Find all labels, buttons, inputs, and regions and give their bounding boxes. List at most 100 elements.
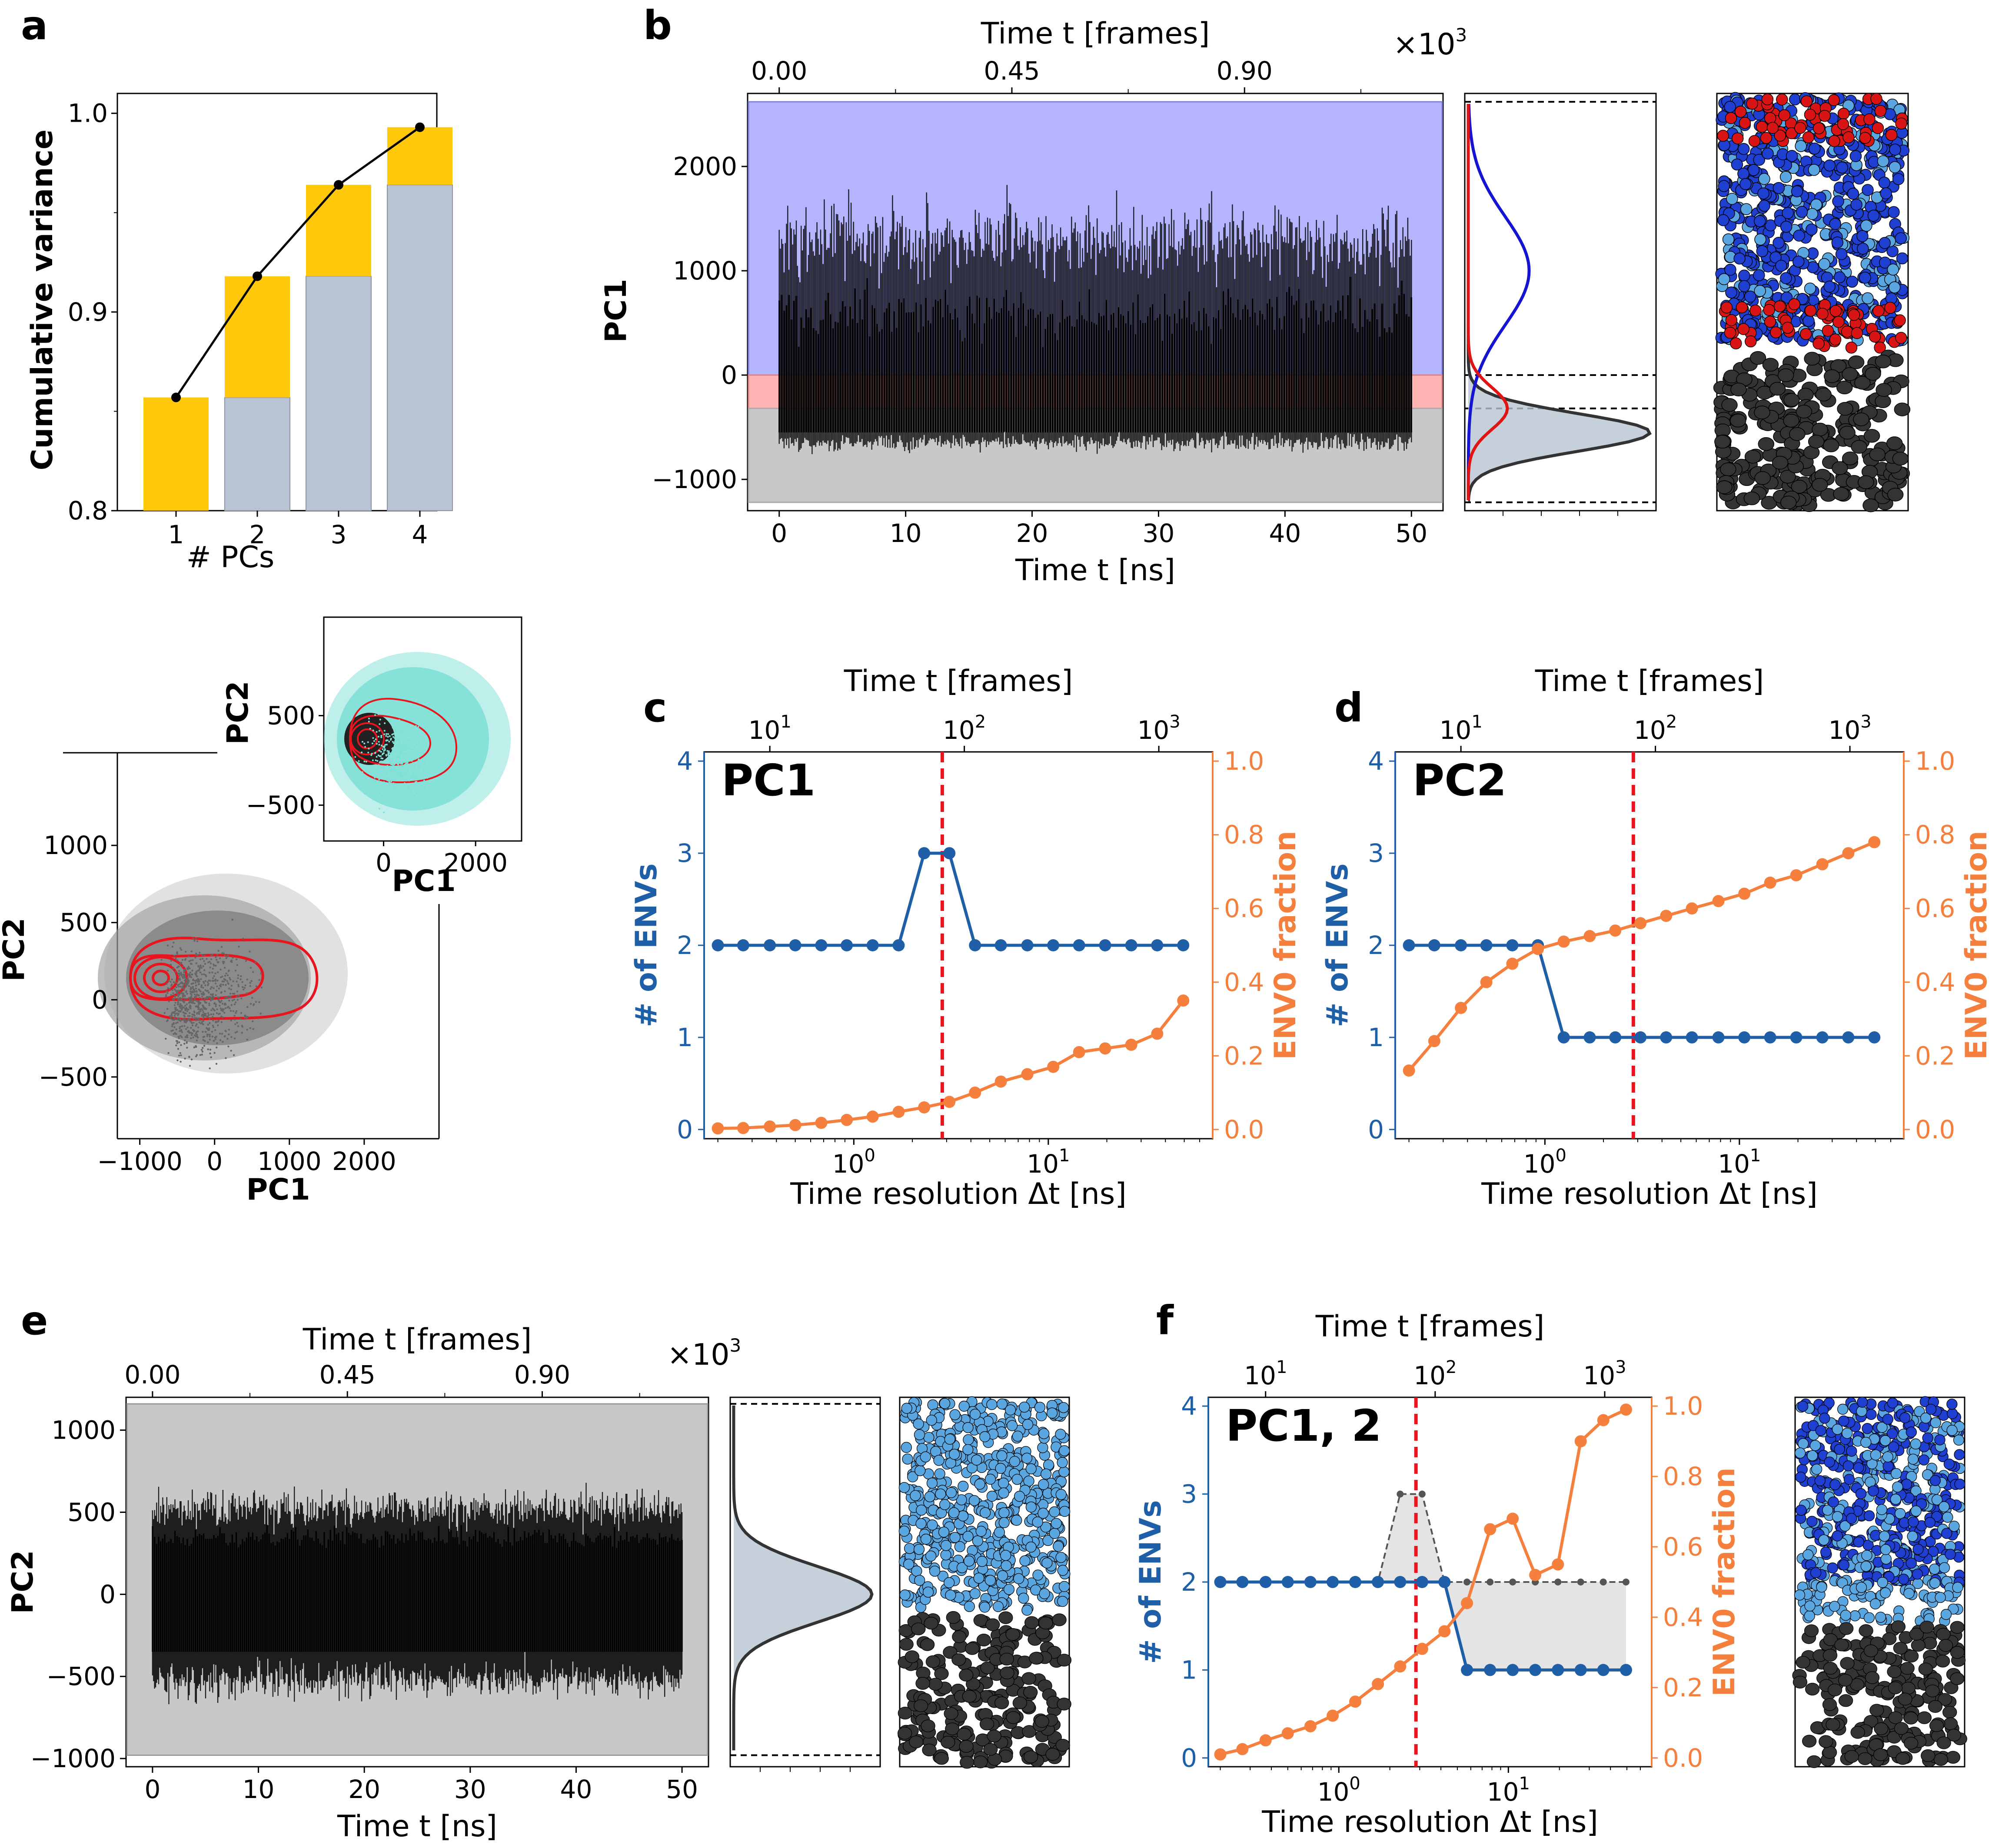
bar-previous [387,184,453,511]
atom [1837,118,1849,130]
scatter-point [407,786,409,788]
top-tick-label: 101 [748,712,791,745]
scatter-point [198,1013,200,1015]
atom [1724,101,1736,113]
scatter-point [412,762,414,764]
atom [1843,1474,1855,1485]
atom [996,1398,1008,1410]
scatter-point [423,760,426,762]
atom [954,1541,966,1552]
env0-fraction-point [1461,1597,1473,1609]
x-tick-label: 1 [168,520,184,549]
scatter-point [177,965,180,967]
scatter-point [183,1001,185,1004]
scatter-point [235,1001,237,1004]
x-tick-label: 30 [454,1775,486,1804]
scatter-point [374,779,376,781]
scatter-point [181,1025,183,1027]
scatter-point [195,1019,197,1021]
atom [1797,1438,1809,1449]
atom [1832,195,1844,207]
atom [1882,1451,1893,1462]
scatter-point [204,1001,207,1004]
scatter-point [213,1052,216,1054]
scatter-point [206,990,208,992]
atom [1874,341,1886,354]
atom [962,1531,974,1542]
atom [1892,173,1905,185]
atom [1052,1613,1067,1626]
scatter-point [173,1026,176,1028]
right-tick-label: 0.0 [1663,1743,1703,1773]
scatter-point [393,783,395,785]
atom [984,1473,996,1485]
atom [1828,135,1840,147]
scatter-point [213,1002,216,1004]
scatter-point [397,739,399,741]
atom [1827,1683,1842,1697]
scatter-point [394,771,396,773]
scatter-point [221,1008,224,1010]
scatter-point [393,767,396,769]
scatter-point [377,754,379,756]
atom [949,1409,961,1420]
env-count-point [815,939,828,951]
scatter-point [228,969,230,971]
scatter-point [232,1010,235,1012]
scatter-point [233,1054,235,1056]
y-tick-label: 2000 [673,152,737,181]
kde-curve [732,1405,874,1751]
atom [1758,173,1770,185]
scatter-point [260,987,263,989]
scatter-point [189,974,191,977]
scatter-point [204,989,206,991]
env-count-point [943,847,956,860]
right-tick-label: 0.0 [1915,1115,1955,1144]
atom [934,1468,945,1479]
scatter-point [192,959,194,961]
env-count-point [1327,1576,1339,1588]
scatter-point [431,761,433,763]
scatter-point [212,977,214,979]
atom [1722,233,1735,246]
kde-curve [1467,104,1509,500]
scatter-point [185,982,187,984]
atom [1919,1621,1934,1634]
scatter-point [218,987,220,990]
atom [1879,1435,1891,1446]
atom [1822,1649,1838,1662]
atom [914,1699,928,1712]
x-tick-label: 0 [771,519,787,548]
atom [976,1556,988,1567]
env0-fraction-point [1327,1709,1339,1722]
atom [1869,330,1881,343]
scatter-point [372,759,374,761]
scatter-point [409,801,411,804]
atom [1774,130,1786,142]
scatter-point [193,990,196,993]
top-tick-label: 101 [1244,1357,1287,1390]
scatter-point [258,979,260,981]
scatter-point [231,961,233,963]
scatter-point [424,728,426,730]
atom [1823,280,1836,293]
atom [1936,1628,1951,1641]
atom [1043,1459,1054,1471]
scatter-point [186,1010,189,1012]
scatter-point [380,757,382,759]
atom [1012,1430,1023,1442]
atom [1802,315,1815,327]
scatter-point [170,960,173,962]
scatter-point [397,723,399,725]
scatter-point [189,1065,191,1067]
scatter-point [181,982,183,985]
scatter-point [181,1004,183,1007]
atom [1832,1530,1843,1542]
atom [1786,150,1798,162]
atom [1918,1662,1933,1675]
atom [1837,1403,1849,1415]
scatter-point [380,751,382,753]
atom [1764,316,1776,328]
top-tick-label: 102 [1413,1357,1457,1390]
